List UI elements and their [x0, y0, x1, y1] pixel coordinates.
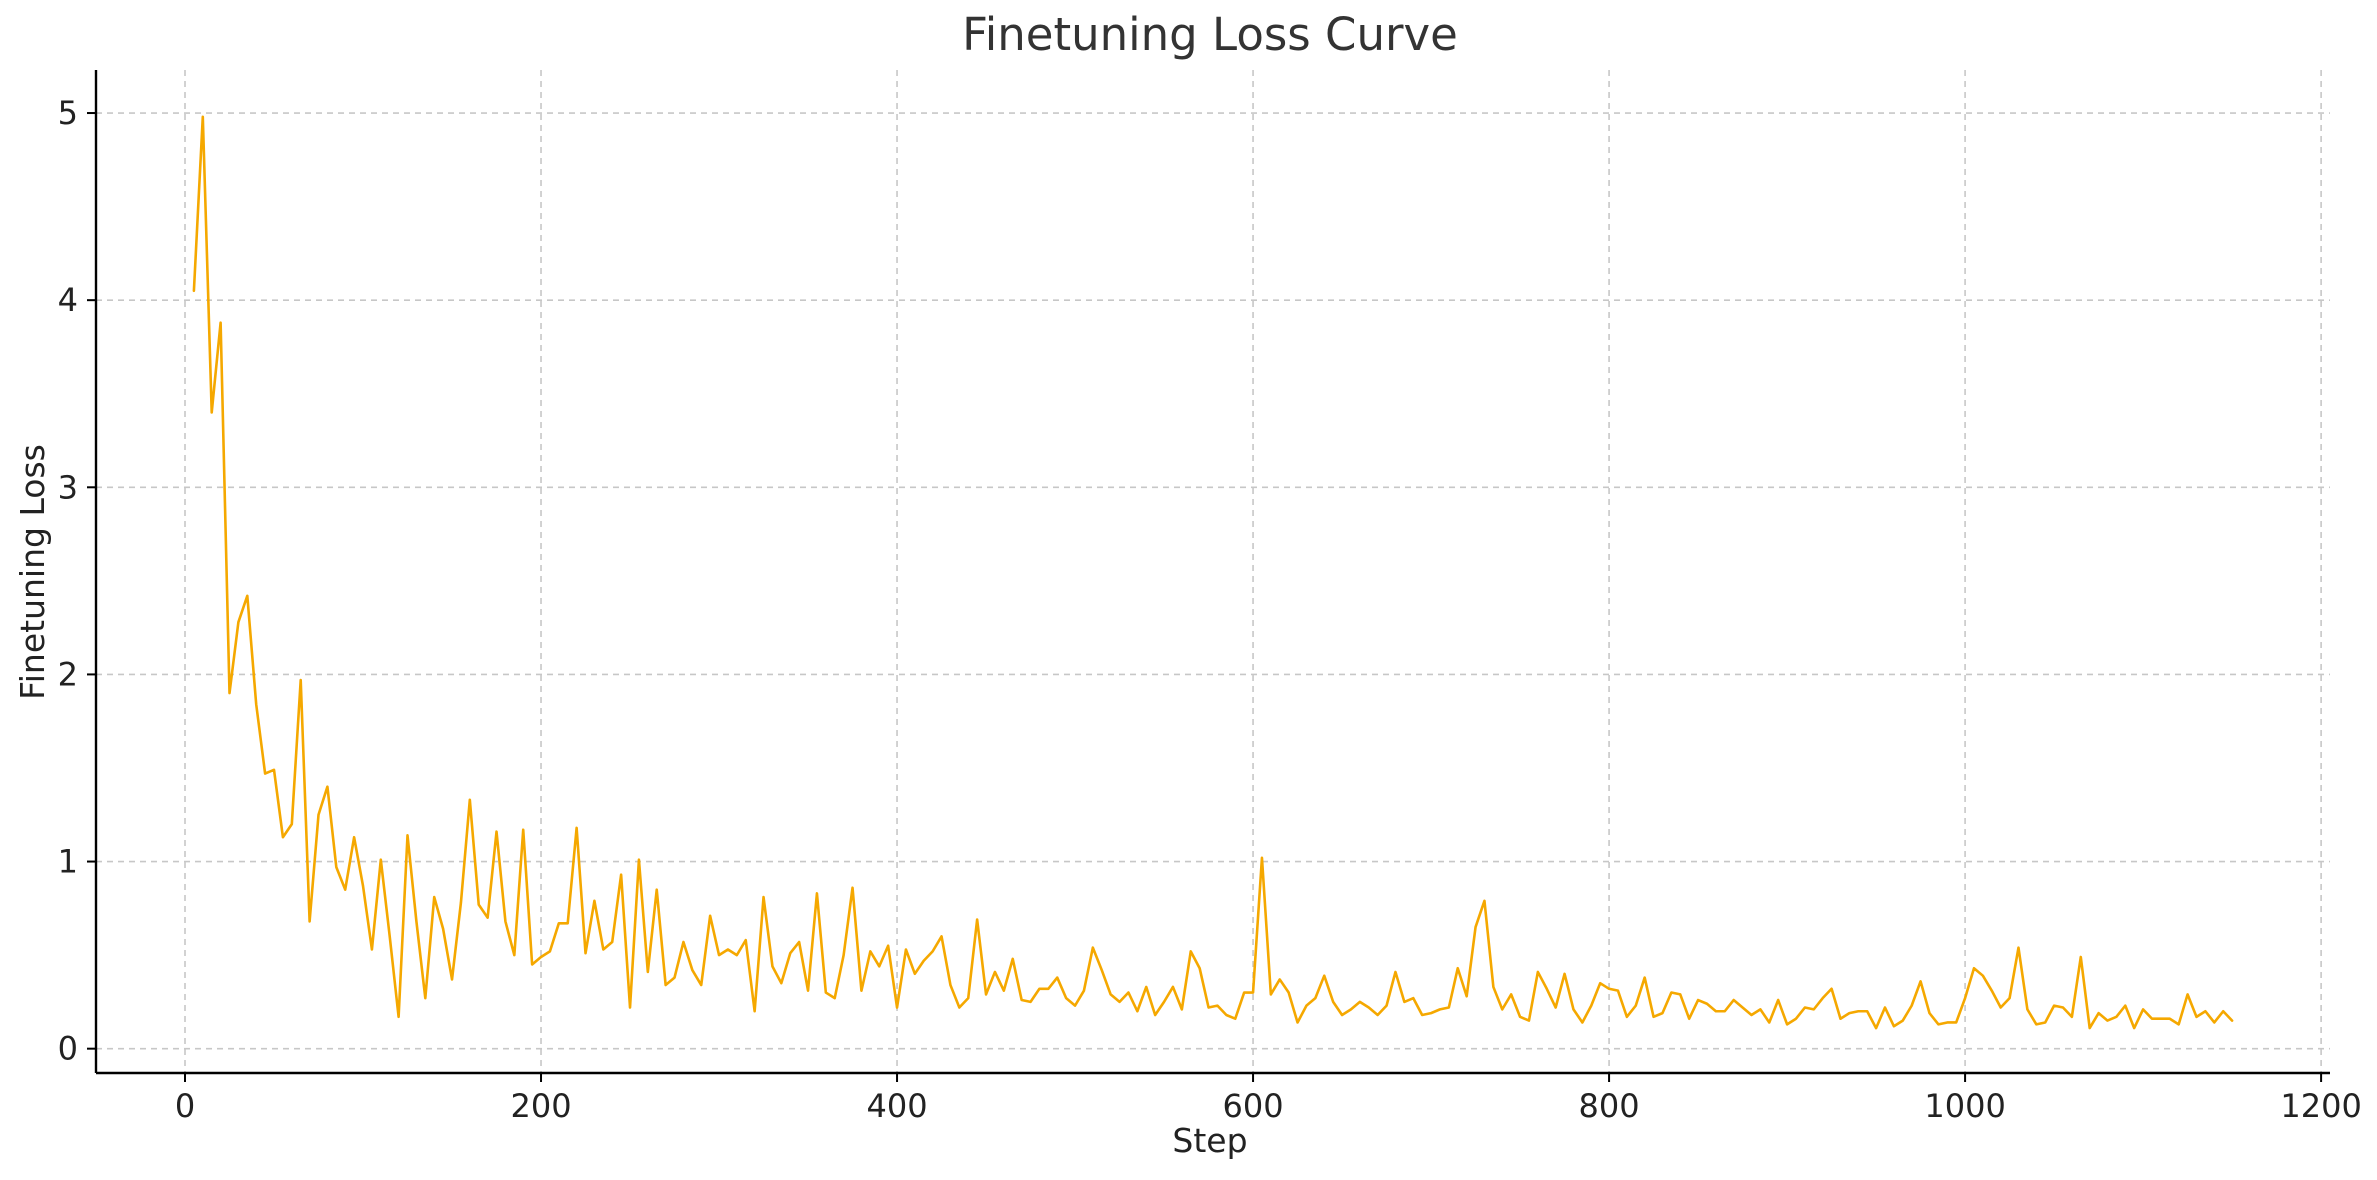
y-tick-label: 5 [58, 94, 78, 132]
ticks-layer: 0 200 400 600 800 1000 1200 0 1 2 3 4 5 [58, 94, 2362, 1125]
axes-layer [94, 70, 2330, 1075]
x-tick-label: 200 [510, 1087, 571, 1125]
x-tick-label: 1000 [1924, 1087, 2005, 1125]
y-axis-label: Finetuning Loss [13, 444, 52, 700]
x-tick-label: 1200 [2280, 1087, 2361, 1125]
y-tick-label: 3 [58, 468, 78, 506]
y-tick-label: 0 [58, 1030, 78, 1068]
x-tick-label: 600 [1223, 1087, 1284, 1125]
loss-series-line [192, 115, 2234, 1030]
x-tick-label: 0 [175, 1087, 195, 1125]
y-tick-label: 1 [58, 843, 78, 881]
chart-title: Finetuning Loss Curve [962, 8, 1458, 61]
x-tick-label: 400 [866, 1087, 927, 1125]
x-tick-label: 800 [1579, 1087, 1640, 1125]
y-tick-label: 2 [58, 655, 78, 693]
x-axis-label: Step [1172, 1121, 1247, 1160]
series-layer [192, 115, 2234, 1030]
grid-layer [96, 70, 2330, 1073]
y-tick-label: 4 [58, 281, 78, 319]
